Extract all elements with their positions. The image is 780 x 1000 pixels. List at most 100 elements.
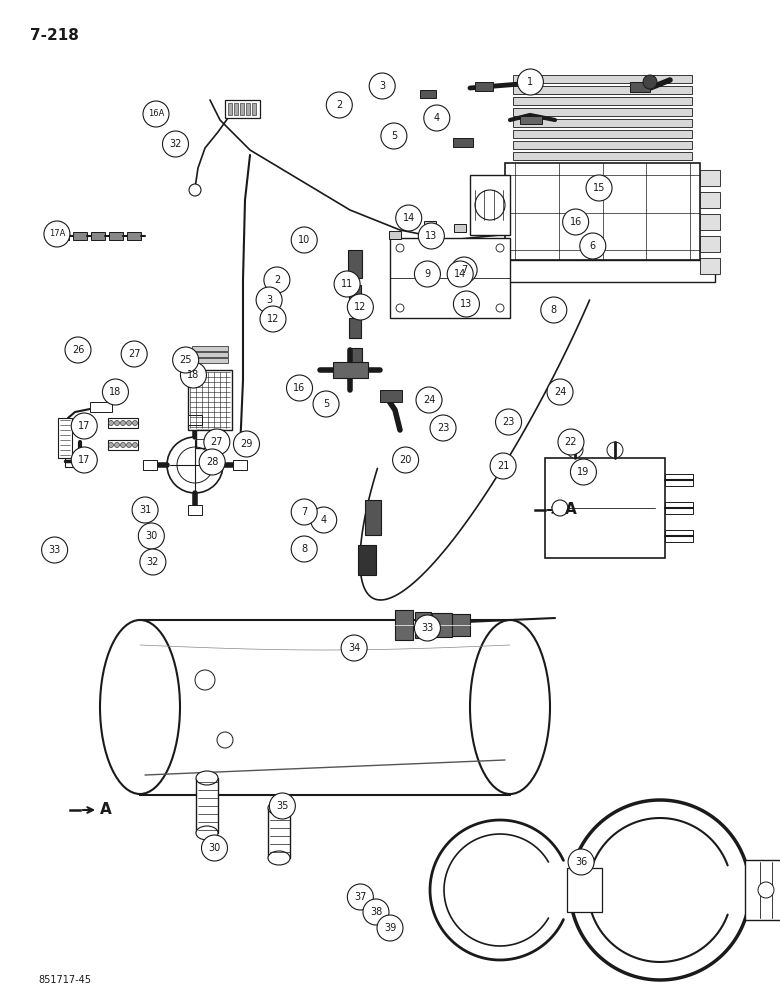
- Ellipse shape: [470, 620, 550, 794]
- Circle shape: [392, 447, 419, 473]
- Circle shape: [541, 297, 567, 323]
- Circle shape: [121, 341, 147, 367]
- Circle shape: [414, 261, 441, 287]
- Circle shape: [396, 244, 404, 252]
- Bar: [365, 500, 381, 535]
- Bar: [228, 103, 232, 115]
- Circle shape: [424, 105, 450, 131]
- Bar: [513, 130, 692, 138]
- Text: 39: 39: [384, 923, 396, 933]
- Text: 32: 32: [169, 139, 182, 149]
- Bar: [475, 82, 493, 91]
- Circle shape: [189, 184, 201, 196]
- Text: A: A: [565, 502, 576, 518]
- Circle shape: [172, 347, 199, 373]
- Text: 7: 7: [301, 507, 307, 517]
- Bar: [108, 440, 138, 450]
- Circle shape: [44, 221, 70, 247]
- Text: 4: 4: [434, 113, 440, 123]
- Bar: [65, 455, 90, 467]
- Text: 19: 19: [577, 467, 590, 477]
- Text: 27: 27: [128, 349, 140, 359]
- Circle shape: [204, 429, 230, 455]
- Bar: [389, 231, 401, 239]
- Bar: [665, 502, 693, 514]
- Bar: [348, 250, 362, 278]
- Circle shape: [291, 227, 317, 253]
- Text: 30: 30: [145, 531, 158, 541]
- Text: 16: 16: [293, 383, 306, 393]
- Circle shape: [430, 415, 456, 441]
- Text: 23: 23: [502, 417, 515, 427]
- Bar: [140, 620, 510, 795]
- Circle shape: [256, 287, 282, 313]
- Text: 3: 3: [266, 295, 272, 305]
- Text: 8: 8: [301, 544, 307, 554]
- Text: 17: 17: [78, 455, 90, 465]
- Bar: [73, 232, 87, 240]
- Circle shape: [547, 379, 573, 405]
- Bar: [513, 97, 692, 105]
- Circle shape: [120, 442, 126, 448]
- Bar: [700, 192, 720, 208]
- Circle shape: [562, 209, 589, 235]
- Circle shape: [162, 131, 189, 157]
- Circle shape: [143, 101, 169, 127]
- Text: 33: 33: [421, 623, 434, 633]
- Bar: [490, 260, 715, 282]
- Text: 5: 5: [391, 131, 397, 141]
- Text: 34: 34: [348, 643, 360, 653]
- Text: 21: 21: [497, 461, 509, 471]
- Circle shape: [395, 205, 422, 231]
- Bar: [90, 402, 112, 412]
- Text: 11: 11: [341, 279, 353, 289]
- Bar: [348, 348, 362, 372]
- Bar: [700, 214, 720, 230]
- Circle shape: [65, 337, 91, 363]
- Text: 10: 10: [298, 235, 310, 245]
- Bar: [424, 221, 436, 229]
- Bar: [358, 545, 376, 575]
- Circle shape: [264, 267, 290, 293]
- Text: 23: 23: [437, 423, 449, 433]
- Text: 35: 35: [276, 801, 289, 811]
- Circle shape: [291, 499, 317, 525]
- Bar: [127, 232, 141, 240]
- Text: 2: 2: [274, 275, 280, 285]
- Text: 17A: 17A: [49, 230, 65, 238]
- Bar: [91, 232, 105, 240]
- Bar: [188, 505, 202, 515]
- Circle shape: [326, 92, 353, 118]
- Circle shape: [286, 375, 313, 401]
- Circle shape: [201, 835, 228, 861]
- Bar: [333, 362, 368, 378]
- Bar: [452, 614, 470, 636]
- Circle shape: [496, 304, 504, 312]
- Text: 28: 28: [206, 457, 218, 467]
- Bar: [380, 390, 402, 402]
- Text: 12: 12: [267, 314, 279, 324]
- Circle shape: [133, 442, 137, 448]
- Bar: [349, 318, 361, 338]
- Circle shape: [447, 261, 473, 287]
- Circle shape: [115, 442, 119, 448]
- Bar: [246, 103, 250, 115]
- Bar: [545, 458, 665, 558]
- Text: 24: 24: [554, 387, 566, 397]
- Circle shape: [132, 497, 158, 523]
- Circle shape: [758, 882, 774, 898]
- Circle shape: [341, 635, 367, 661]
- Bar: [665, 530, 693, 542]
- Circle shape: [381, 123, 407, 149]
- Circle shape: [41, 537, 68, 563]
- Circle shape: [140, 549, 166, 575]
- Circle shape: [120, 420, 126, 426]
- Ellipse shape: [100, 620, 180, 794]
- Bar: [513, 141, 692, 149]
- Bar: [55, 232, 69, 240]
- Circle shape: [133, 420, 137, 426]
- Text: 22: 22: [565, 437, 577, 447]
- Text: 13: 13: [425, 231, 438, 241]
- Circle shape: [586, 175, 612, 201]
- Text: 8: 8: [551, 305, 557, 315]
